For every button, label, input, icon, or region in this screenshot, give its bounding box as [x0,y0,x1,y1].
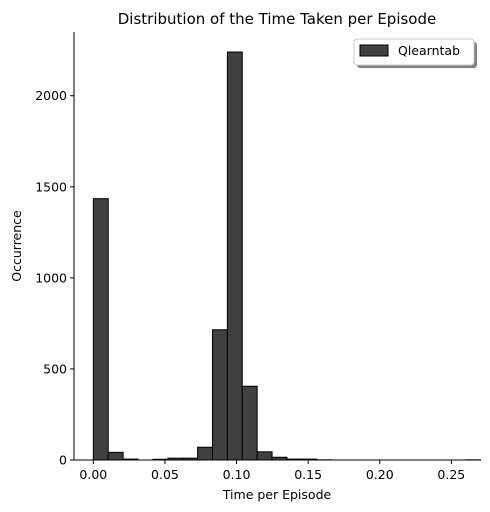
y-tick-label: 500 [43,361,67,376]
y-axis-label: Occurrence [9,210,24,282]
x-tick-label: 0.15 [294,467,322,482]
bars-group [92,51,482,461]
x-tick-label: 0.20 [366,467,394,482]
y-tick-label: 1000 [35,270,67,285]
histogram-bar [92,198,109,461]
histogram-bar [226,51,243,461]
histogram-bar [241,385,258,461]
histogram-bar [211,329,228,461]
y-tick-label: 0 [59,453,67,468]
legend: Qlearntab [353,38,477,68]
y-tick-label: 2000 [35,88,67,103]
x-ticks: 0.00 0.05 0.10 0.15 0.20 0.25 [79,460,465,482]
histogram-bar [256,451,273,461]
x-tick-label: 0.05 [151,467,179,482]
histogram-bar [107,451,124,461]
x-tick-label: 0.00 [79,467,107,482]
histogram-bar [197,446,213,461]
legend-swatch [359,44,389,57]
x-tick-label: 0.25 [437,467,465,482]
legend-label: Qlearntab [398,43,460,58]
x-tick-label: 0.10 [223,467,251,482]
chart-title: Distribution of the Time Taken per Episo… [118,10,437,28]
y-tick-label: 1500 [35,179,67,194]
y-ticks: 0 500 1000 1500 2000 [35,88,74,468]
x-axis-label: Time per Episode [222,487,332,502]
